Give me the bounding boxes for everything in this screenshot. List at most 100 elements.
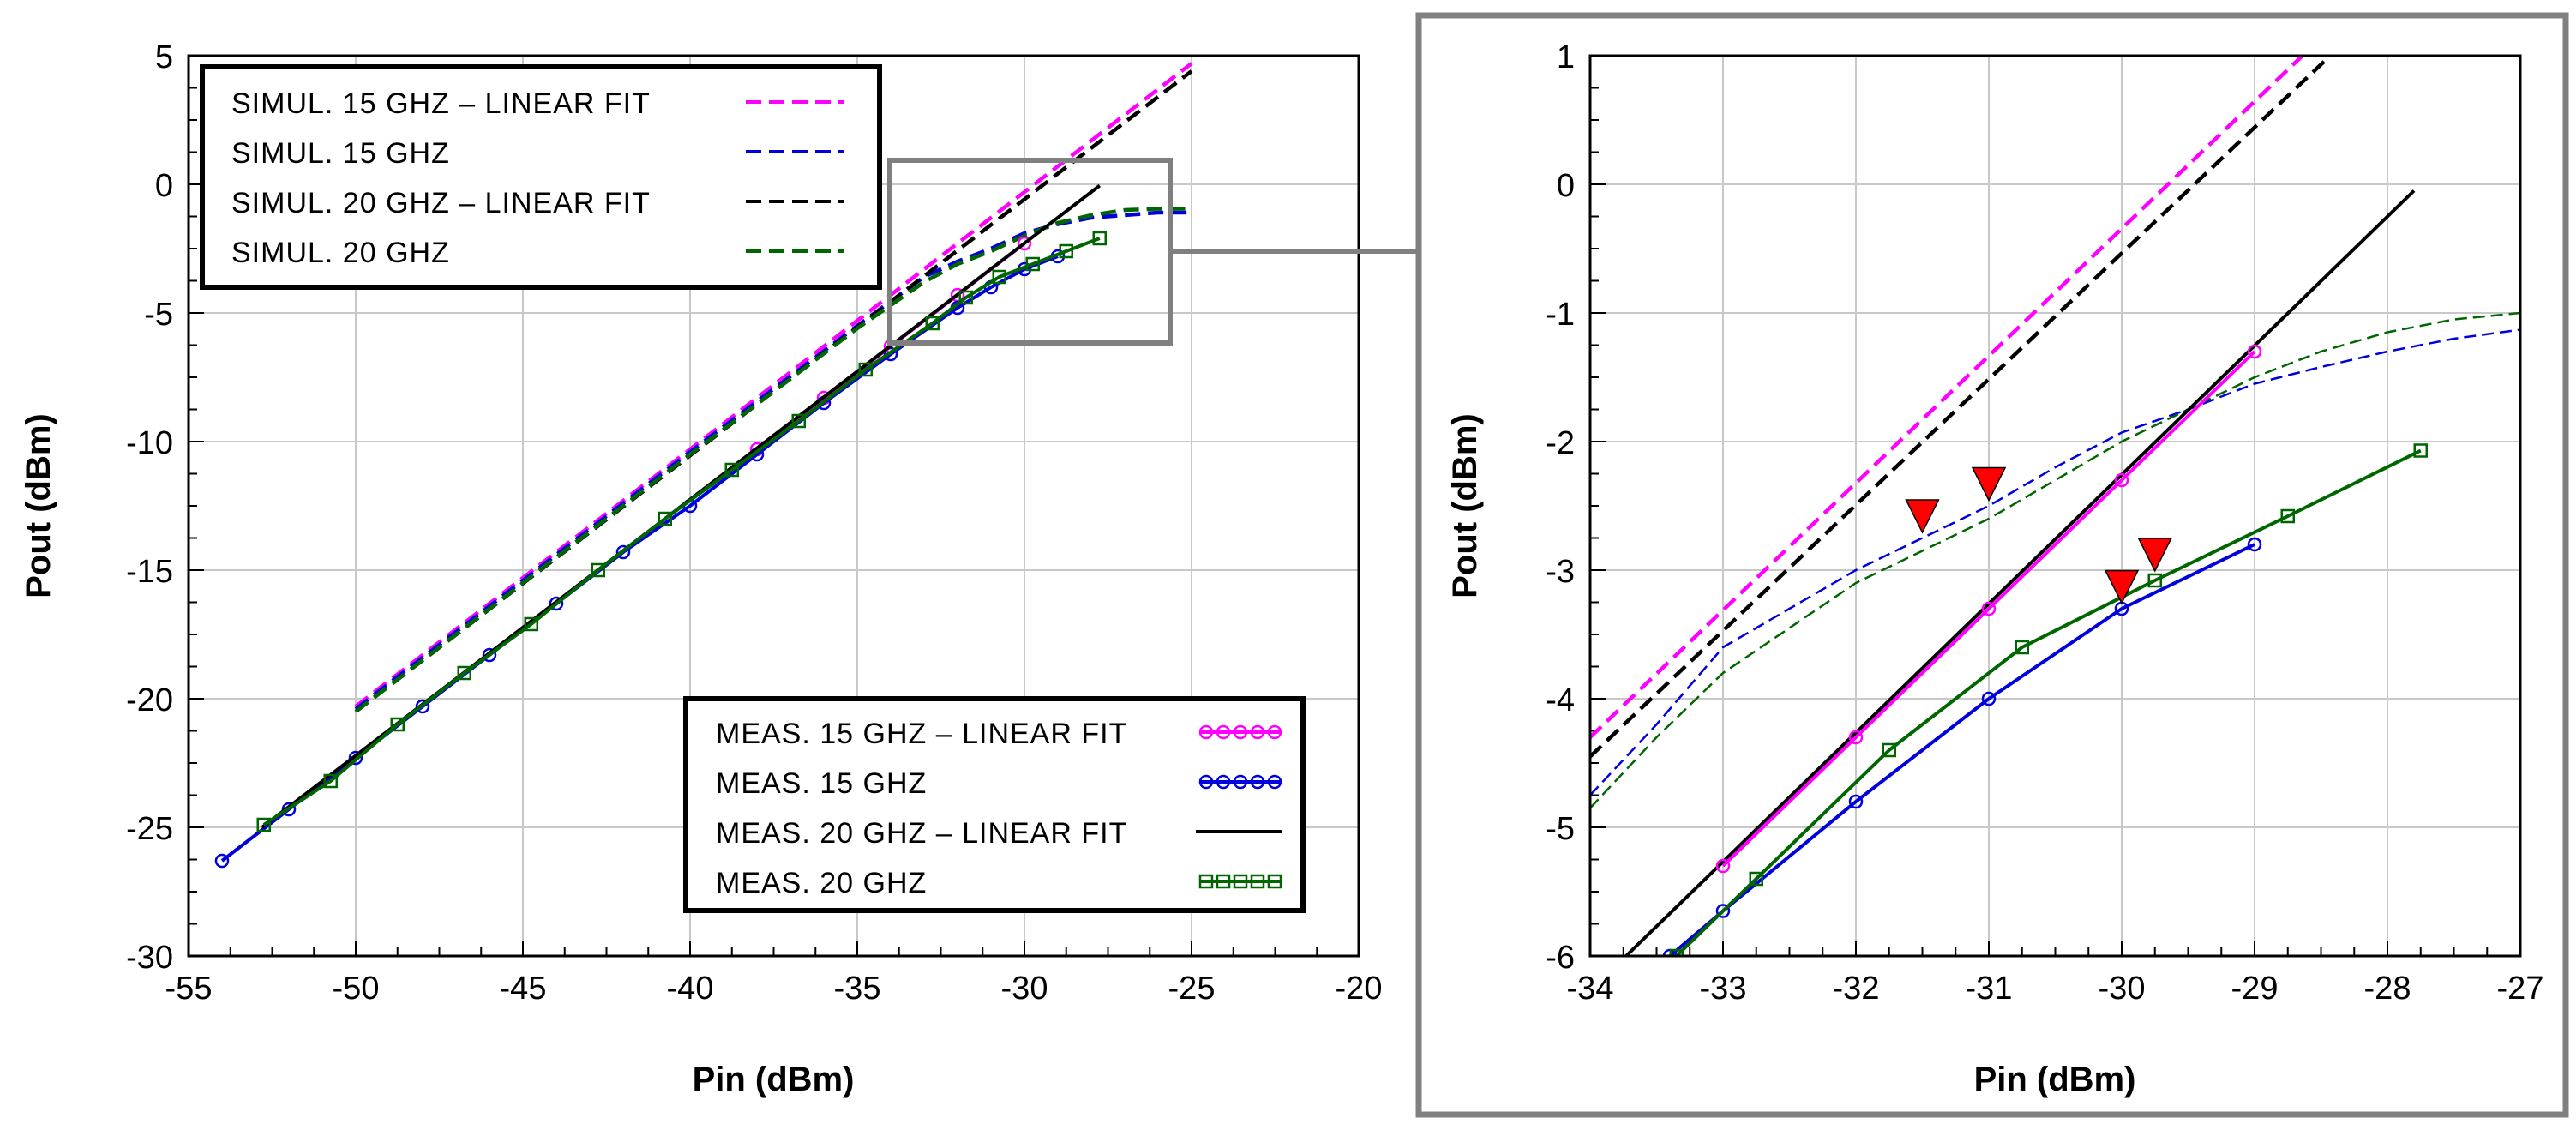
zoom-y-tick-label: 1 (1557, 39, 1575, 75)
legend-swatch-marker (1250, 774, 1265, 790)
zoom-y-tick-label: -6 (1546, 940, 1575, 976)
legend-swatch-marker (1198, 874, 1214, 889)
main-meas15-point (549, 596, 564, 611)
zoom-y-tick-label: -5 (1546, 811, 1575, 847)
main-meas20-point (858, 362, 873, 377)
legend-meas20fit-label: MEAS. 20 GHZ – LINEAR FIT (716, 817, 1127, 850)
zoom-series-meas20-line (1675, 448, 2422, 956)
legend-swatch-marker (1216, 874, 1231, 889)
zoom-series-meas15fit-line (1721, 350, 2256, 868)
zoom-y-tick-label: -4 (1546, 682, 1575, 718)
main-y-axis-title: Pout (dBm) (20, 413, 57, 598)
legend-meas20-label: MEAS. 20 GHZ (716, 867, 927, 899)
main-y-tick-label: 5 (155, 39, 173, 75)
zoom-plot-area (1590, 56, 2520, 956)
main-meas20-point (724, 462, 739, 478)
main-x-axis-title: Pin (dBm) (693, 1061, 855, 1098)
legend-sim20-label: SIMUL. 20 GHZ (231, 237, 450, 269)
zoom-meas15fit-point (2114, 472, 2129, 488)
main-x-tick-label: -30 (1001, 971, 1048, 1007)
legend-meas15-label: MEAS. 15 GHZ (716, 767, 927, 800)
main-meas20-point (1092, 231, 1107, 246)
main-meas20-point (1059, 243, 1073, 259)
zoom-y-tick-label: -3 (1546, 554, 1575, 590)
main-meas20-point (1025, 256, 1040, 272)
zoom-meas15fit-point (1848, 730, 1864, 745)
zoom-meas15-point (1715, 904, 1731, 918)
main-meas20-point (992, 269, 1006, 285)
main-meas20-point (658, 511, 672, 526)
legend-swatch-marker (1233, 874, 1248, 889)
main-series-sim15-line (354, 210, 1192, 711)
main-x-tick-label: -40 (667, 971, 714, 1007)
main-meas15-point (214, 853, 230, 869)
zoom-y-tick-label: 0 (1557, 168, 1575, 204)
main-meas20-point (457, 665, 471, 681)
zoom-compression-point-marker (1971, 466, 2007, 502)
legend-sim15-label: SIMUL. 15 GHZ (231, 137, 450, 170)
zoom-plot-frame (1588, 54, 2522, 958)
main-meas15-point (348, 750, 363, 766)
main-series-meas20-line (262, 237, 1101, 826)
zoom-x-axis-title: Pin (dBm) (1974, 1061, 2136, 1098)
zoom-meas15fit-point (2247, 344, 2262, 359)
measurement-legend: MEAS. 15 GHZ – LINEAR FIT MEAS. 15 GHZ M… (683, 696, 1306, 913)
main-y-tick-label: -15 (126, 554, 173, 590)
main-y-tick-label: -30 (126, 940, 173, 976)
legend-swatch-marker (1250, 724, 1265, 740)
zoom-x-tick-label: -30 (2099, 971, 2146, 1007)
main-plot-frame (187, 54, 1360, 958)
main-series-sim20-line (354, 207, 1192, 713)
zoom-y-tick-label: -2 (1546, 425, 1575, 461)
main-y-tick-label: -25 (126, 811, 173, 847)
main-y-tick-label: -20 (126, 682, 173, 718)
main-meas15-point (883, 346, 898, 362)
main-meas20-point (323, 773, 338, 789)
legend-swatch-marker (1233, 724, 1248, 740)
zoom-series-meas20fit-line (1624, 189, 2416, 956)
main-chart: -55 -50 -45 -40 -35 -30 -25 -20-30-25-20-15-10-… (20, 39, 1382, 1098)
zoom-compression-point-marker (2137, 538, 2172, 573)
legend-swatch-marker (1233, 774, 1248, 790)
main-y-tick-label: 0 (155, 168, 173, 204)
legend-swatch-marker (1216, 724, 1231, 740)
main-x-tick-label: -20 (1336, 971, 1383, 1007)
main-x-tick-label: -35 (834, 971, 881, 1007)
legend-swatch-marker (1198, 724, 1214, 740)
main-meas15-point (615, 544, 631, 560)
zoom-compression-point-marker (2104, 569, 2140, 605)
zoom-x-tick-label: -29 (2231, 971, 2279, 1007)
zoom-meas15-point (1981, 691, 1997, 706)
zoom-compression-point-marker (1905, 499, 1940, 534)
main-meas20-point (591, 562, 605, 578)
main-y-tick-label: -10 (126, 425, 173, 461)
main-meas15-point (415, 699, 430, 714)
legend-swatch-marker (1267, 774, 1282, 790)
zoom-series-sim15-line (1590, 328, 2520, 796)
zoom-chart: -34 -33 -32 -31 -30 -29 -28 -27 -6 -5 -4 -3 -2 -1 0 1 P… (1446, 39, 2543, 1098)
zoom-x-tick-label: -28 (2364, 971, 2411, 1007)
zoom-meas20-point (2015, 640, 2029, 655)
zoom-meas15-point (2247, 537, 2262, 552)
zoom-meas20-point (1669, 948, 1684, 956)
zoom-meas15fit-point (1981, 601, 1997, 616)
legend-sim20fit-label: SIMUL. 20 GHZ – LINEAR FIT (231, 187, 651, 219)
zoom-x-tick-label: -27 (2497, 971, 2544, 1007)
legend-meas15fit-swatch (1198, 724, 1282, 740)
zoom-series-sim20fit-line (1590, 56, 2332, 759)
zoom-x-tick-label: -33 (1700, 971, 1747, 1007)
zoom-meas20-point (1749, 871, 1763, 887)
zoom-meas15fit-point (1715, 858, 1731, 874)
main-meas20-point (390, 717, 405, 732)
main-meas20-point (256, 817, 271, 832)
legend-meas15-swatch (1198, 774, 1282, 790)
main-x-tick-label: -50 (333, 971, 380, 1007)
legend-meas20-swatch (1198, 874, 1282, 889)
zoom-meas15-point (1848, 794, 1864, 809)
main-meas15fit-point (1017, 236, 1032, 251)
main-y-tick-label: -5 (144, 297, 173, 333)
legend-swatch-marker (1250, 874, 1265, 889)
legend-swatch-marker (1267, 724, 1282, 740)
main-series-sim15fit-line (354, 62, 1193, 708)
